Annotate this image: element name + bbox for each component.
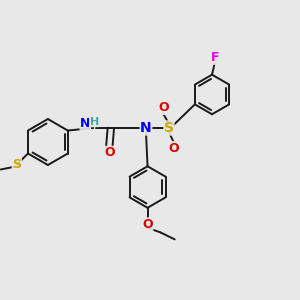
Text: S: S: [12, 158, 21, 171]
Text: O: O: [104, 146, 115, 159]
Text: F: F: [211, 51, 220, 64]
Text: S: S: [164, 121, 174, 135]
Text: N: N: [80, 117, 91, 130]
Text: H: H: [90, 117, 99, 127]
Text: O: O: [168, 142, 179, 154]
Text: N: N: [140, 121, 152, 135]
Text: O: O: [158, 101, 169, 114]
Text: O: O: [142, 218, 153, 231]
